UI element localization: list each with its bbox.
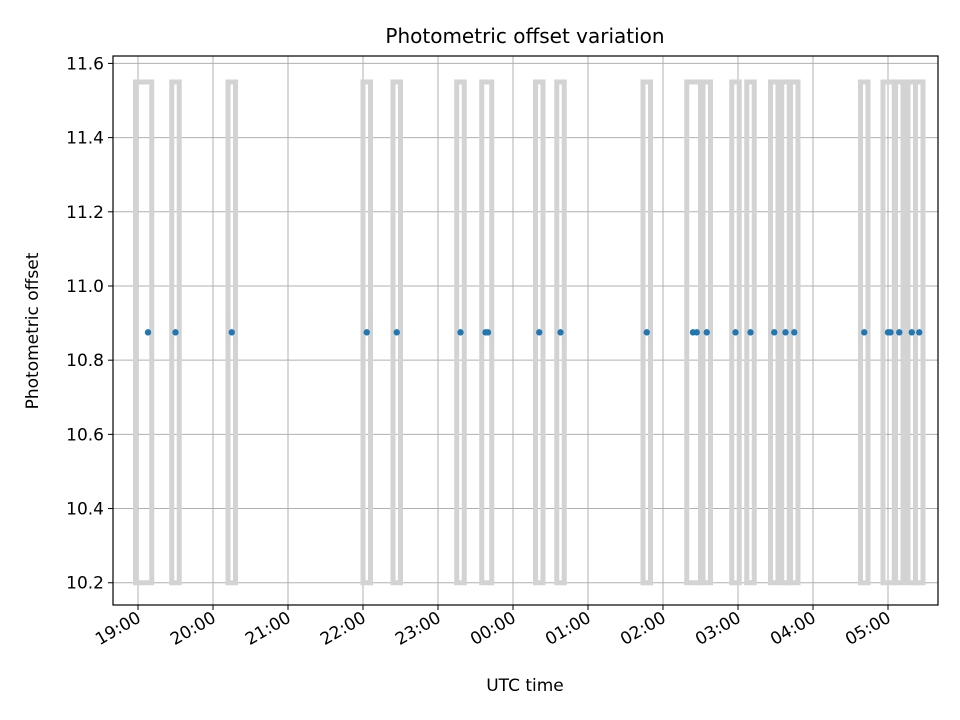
exposure-band — [390, 79, 403, 586]
data-point — [363, 329, 370, 336]
data-point — [228, 329, 235, 336]
x-axis-label: UTC time — [486, 676, 564, 696]
exposure-band — [169, 79, 182, 586]
exposure-band — [729, 79, 742, 586]
exposure-band — [768, 79, 781, 586]
data-point — [393, 329, 400, 336]
y-axis-ticks: 10.2 10.4 10.6 10.8 11.0 11.2 11.4 11.6 — [66, 54, 113, 594]
data-point — [557, 329, 564, 336]
data-point — [771, 329, 778, 336]
exposure-band — [640, 79, 653, 586]
data-point — [782, 329, 789, 336]
chart-title: Photometric offset variation — [385, 24, 664, 48]
data-point — [861, 329, 868, 336]
exposure-bands — [133, 79, 926, 586]
y-tick-label: 11.6 — [66, 54, 104, 74]
data-point — [484, 329, 492, 336]
data-point — [887, 329, 894, 336]
y-tick-label: 10.6 — [66, 425, 104, 445]
y-tick-label: 11.0 — [66, 277, 104, 297]
exposure-band — [133, 79, 155, 586]
exposure-band — [744, 79, 757, 586]
y-tick-label: 10.8 — [66, 351, 104, 371]
exposure-band — [858, 79, 871, 586]
data-points — [144, 329, 923, 336]
y-tick-label: 11.4 — [66, 129, 104, 149]
exposure-band — [454, 79, 467, 586]
y-tick-label: 10.2 — [66, 574, 104, 594]
exposure-band — [788, 79, 801, 586]
data-point — [536, 329, 543, 336]
exposure-band — [893, 79, 906, 586]
y-tick-label: 11.2 — [66, 203, 104, 223]
data-point — [457, 329, 464, 336]
data-point — [693, 329, 700, 336]
exposure-band — [360, 79, 373, 586]
data-point — [172, 329, 179, 336]
data-point — [747, 329, 754, 336]
data-point — [916, 329, 923, 336]
data-point — [908, 329, 915, 336]
exposure-band — [554, 79, 567, 586]
data-point — [643, 329, 650, 336]
exposure-band — [533, 79, 546, 586]
exposure-band — [913, 79, 926, 586]
data-point — [791, 329, 798, 336]
data-point — [896, 329, 903, 336]
y-axis-label: Photometric offset — [23, 252, 43, 409]
exposure-band — [225, 79, 238, 586]
y-tick-label: 10.4 — [66, 500, 104, 520]
data-point — [732, 329, 739, 336]
exposure-band — [479, 79, 495, 586]
data-point — [703, 329, 710, 336]
plot-frame — [112, 55, 939, 606]
data-point — [144, 329, 152, 336]
exposure-band — [700, 79, 713, 586]
